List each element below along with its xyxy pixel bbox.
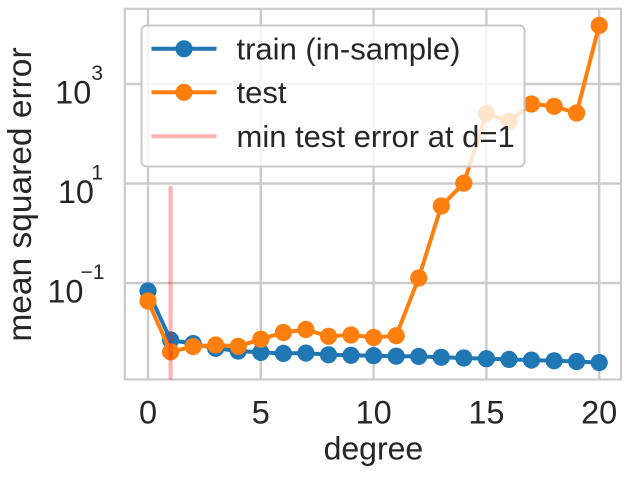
svg-text:degree: degree xyxy=(324,431,424,467)
svg-text:1: 1 xyxy=(91,162,103,185)
svg-text:10: 10 xyxy=(356,395,392,431)
svg-text:20: 20 xyxy=(581,395,617,431)
svg-text:10: 10 xyxy=(47,274,83,310)
svg-text:test: test xyxy=(237,75,287,110)
svg-text:15: 15 xyxy=(468,395,504,431)
svg-text:train (in-sample): train (in-sample) xyxy=(237,31,461,66)
svg-text:5: 5 xyxy=(252,395,270,431)
svg-text:0: 0 xyxy=(139,395,157,431)
svg-text:min test error at d=1: min test error at d=1 xyxy=(237,119,515,154)
svg-text:mean squared error: mean squared error xyxy=(2,47,39,341)
svg-text:3: 3 xyxy=(91,62,103,85)
svg-text:10: 10 xyxy=(55,75,91,111)
svg-text:−1: −1 xyxy=(81,261,105,284)
svg-text:10: 10 xyxy=(58,174,94,210)
